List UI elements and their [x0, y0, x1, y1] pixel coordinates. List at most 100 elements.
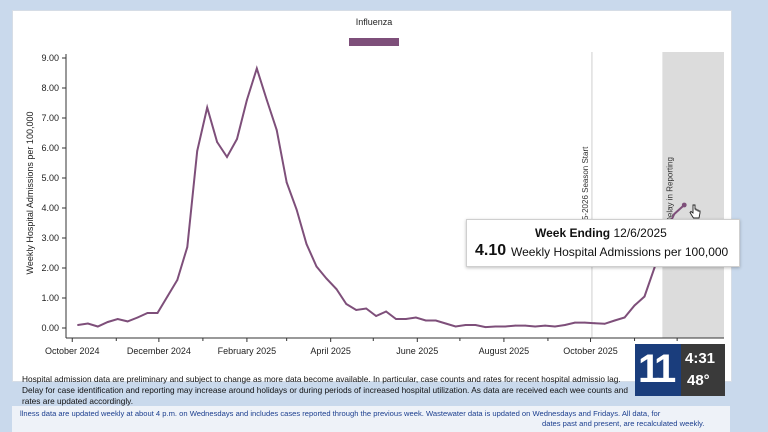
data-point[interactable] [216, 141, 218, 143]
data-point[interactable] [633, 304, 636, 307]
notes-paragraph: Hospital admission data are preliminary … [22, 374, 629, 406]
data-point[interactable] [524, 324, 527, 327]
y-tick-label: 4.00 [41, 203, 59, 213]
data-point[interactable] [246, 99, 248, 101]
series-points [77, 67, 687, 328]
data-point[interactable] [345, 303, 348, 305]
tooltip-value: 4.10 [475, 242, 507, 259]
footer-line-2: dates past and present, are recalculated… [542, 419, 705, 428]
data-point[interactable] [444, 322, 447, 325]
data-point[interactable] [96, 325, 99, 328]
data-point[interactable] [255, 67, 258, 70]
data-point[interactable] [434, 319, 437, 322]
y-tick-label: 6.00 [41, 143, 59, 153]
y-tick-label: 2.00 [41, 263, 59, 273]
data-point[interactable] [176, 279, 179, 281]
data-point[interactable] [673, 213, 676, 215]
x-tick-label: August 2025 [479, 346, 530, 356]
data-point[interactable] [583, 321, 586, 324]
y-tick-label: 1.00 [41, 293, 59, 303]
data-point[interactable] [474, 324, 477, 326]
data-point[interactable] [116, 318, 119, 320]
data-point[interactable] [484, 326, 487, 328]
data-point[interactable] [414, 316, 417, 319]
data-point[interactable] [275, 129, 278, 131]
y-tick-label: 7.00 [41, 113, 59, 123]
x-tick-label: October 2024 [45, 346, 100, 356]
data-point[interactable] [375, 315, 378, 317]
data-point[interactable] [285, 181, 288, 184]
data-point[interactable] [146, 312, 149, 314]
x-tick-label: June 2025 [396, 346, 438, 356]
data-point[interactable] [77, 324, 79, 326]
clock-time: 4:31 [685, 350, 716, 367]
data-point[interactable] [365, 307, 368, 310]
tooltip-title-label: Week Ending [535, 226, 611, 240]
data-point[interactable] [534, 325, 537, 328]
data-point[interactable] [86, 322, 89, 325]
channel-11-logo: 11 [635, 344, 681, 396]
data-point[interactable] [504, 325, 507, 328]
data-point[interactable] [643, 295, 646, 298]
data-point[interactable] [514, 324, 517, 327]
data-point[interactable] [335, 288, 338, 290]
data-point[interactable] [593, 322, 596, 325]
data-point[interactable] [454, 325, 457, 328]
data-point[interactable] [206, 106, 209, 109]
data-point[interactable] [126, 320, 129, 323]
y-tick-label: 9.00 [41, 53, 59, 63]
data-point[interactable] [325, 277, 328, 280]
data-point[interactable] [196, 150, 199, 152]
season-start-label: 2025-2026 Season Start [581, 146, 590, 234]
data-point[interactable] [464, 324, 467, 326]
y-tick-label: 0.00 [41, 323, 59, 333]
tooltip-description: Weekly Hospital Admissions per 100,000 [511, 245, 729, 259]
data-point[interactable] [305, 243, 308, 245]
x-tick-label: October 2025 [563, 346, 618, 356]
data-point[interactable] [623, 316, 626, 319]
y-tick-label: 3.00 [41, 233, 59, 243]
x-tick-label: December 2024 [127, 346, 191, 356]
data-point[interactable] [355, 309, 358, 311]
data-point[interactable] [265, 99, 268, 101]
hand-cursor-icon [689, 204, 701, 219]
y-axis: 0.00 1.00 2.00 3.00 4.00 5.00 6.00 7.00 8.00 9.00 [41, 53, 67, 338]
y-tick-label: 8.00 [41, 83, 59, 93]
y-tick-label: 5.00 [41, 173, 59, 183]
tooltip-title: Week Ending 12/6/2025 [535, 226, 667, 240]
y-axis-label: Weekly Hospital Admissions per 100,000 [25, 112, 35, 275]
x-tick-label: February 2025 [218, 346, 277, 356]
data-point[interactable] [494, 325, 497, 328]
temperature: 48° [687, 372, 710, 389]
legend-swatch-influenza[interactable] [349, 38, 399, 46]
data-point[interactable] [424, 319, 427, 322]
data-point[interactable] [564, 324, 566, 326]
data-point[interactable] [653, 267, 656, 269]
series-line-influenza [77, 65, 685, 329]
data-point[interactable] [315, 265, 318, 268]
data-point[interactable] [166, 295, 169, 298]
data-point[interactable] [186, 246, 189, 248]
data-point[interactable] [574, 321, 576, 324]
data-point[interactable] [395, 318, 397, 320]
delay-in-reporting-label: Delay in Reporting [665, 157, 674, 223]
data-point[interactable] [385, 310, 387, 313]
tooltip-title-date: 12/6/2025 [613, 226, 667, 240]
data-point[interactable] [554, 325, 556, 328]
data-point[interactable] [544, 324, 546, 327]
data-point[interactable] [613, 319, 616, 322]
data-point[interactable] [226, 156, 228, 158]
data-point[interactable] [405, 318, 407, 320]
data-point[interactable] [603, 322, 606, 325]
station-badge: 11 4:31 48° [635, 344, 725, 396]
delay-in-reporting-band [662, 52, 724, 338]
data-point[interactable] [295, 208, 298, 211]
data-point[interactable] [106, 321, 109, 323]
footer-line-1: llness data are updated weekly at about … [20, 409, 661, 418]
data-point[interactable] [156, 312, 159, 314]
data-point[interactable] [236, 138, 238, 140]
data-point[interactable] [136, 316, 139, 319]
data-point[interactable] [681, 202, 687, 208]
x-tick-label: April 2025 [310, 346, 351, 356]
